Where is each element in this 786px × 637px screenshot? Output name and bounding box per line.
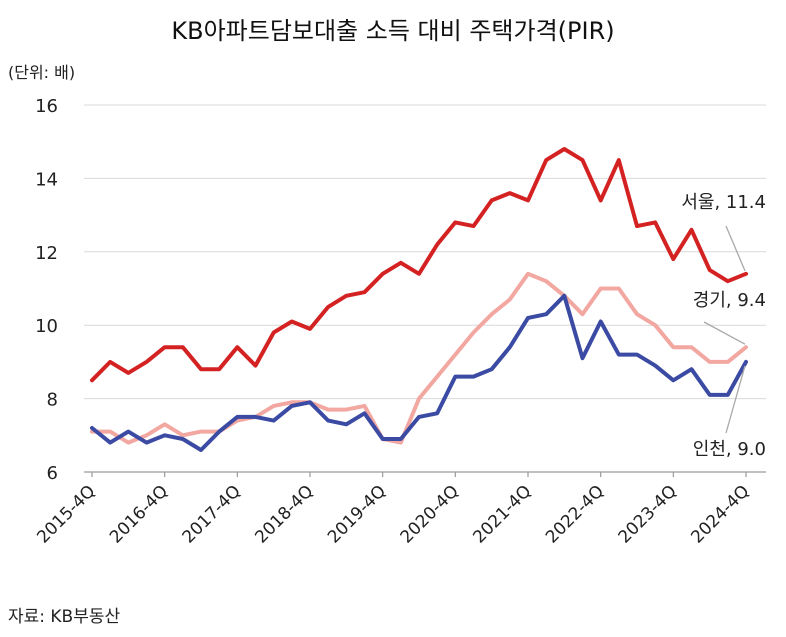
source-note: 자료: KB부동산 (8, 607, 121, 627)
y-tick-label: 14 (35, 169, 58, 190)
x-tick-label: 2017-4Q (179, 481, 245, 547)
end-label-0: 서울, 11.4 (681, 192, 766, 213)
x-tick-label: 2016-4Q (106, 481, 172, 547)
leader-line-1 (703, 321, 746, 345)
series-line-0 (90, 147, 748, 383)
end-labels: 서울, 11.4 경기, 9.4 인천, 9.0 (681, 192, 766, 460)
y-tick-label: 16 (35, 96, 58, 117)
x-axis-ticks: 2015-4Q 2016-4Q 2017-4Q 2018-4Q 2019-4Q 2020-… (33, 472, 754, 548)
x-tick-label: 2023-4Q (615, 481, 681, 547)
y-tick-label: 6 (47, 463, 58, 484)
series-line-2 (90, 293, 748, 452)
y-tick-label: 10 (35, 316, 58, 337)
x-tick-label: 2019-4Q (324, 481, 390, 547)
leader-line-2 (725, 365, 746, 434)
chart-title: KB아파트담보대출 소득 대비 주택가격(PIR) (171, 17, 614, 45)
x-tick-label: 2021-4Q (469, 481, 535, 547)
y-tick-label: 8 (47, 390, 58, 411)
leader-line-0 (725, 225, 746, 272)
y-tick-label: 12 (35, 243, 58, 264)
end-label-2: 인천, 9.0 (693, 439, 766, 460)
x-tick-label: 2022-4Q (542, 481, 608, 547)
unit-label: (단위: 배) (8, 63, 75, 82)
x-tick-label: 2024-4Q (687, 481, 753, 547)
x-tick-label: 2015-4Q (33, 481, 99, 547)
x-tick-label: 2018-4Q (251, 481, 317, 547)
series-lines (90, 147, 748, 452)
series-line-1 (90, 271, 748, 445)
end-label-1: 경기, 9.4 (693, 290, 766, 311)
x-tick-label: 2020-4Q (397, 481, 463, 547)
y-axis-ticks: 6 8 10 12 14 16 (35, 96, 58, 484)
